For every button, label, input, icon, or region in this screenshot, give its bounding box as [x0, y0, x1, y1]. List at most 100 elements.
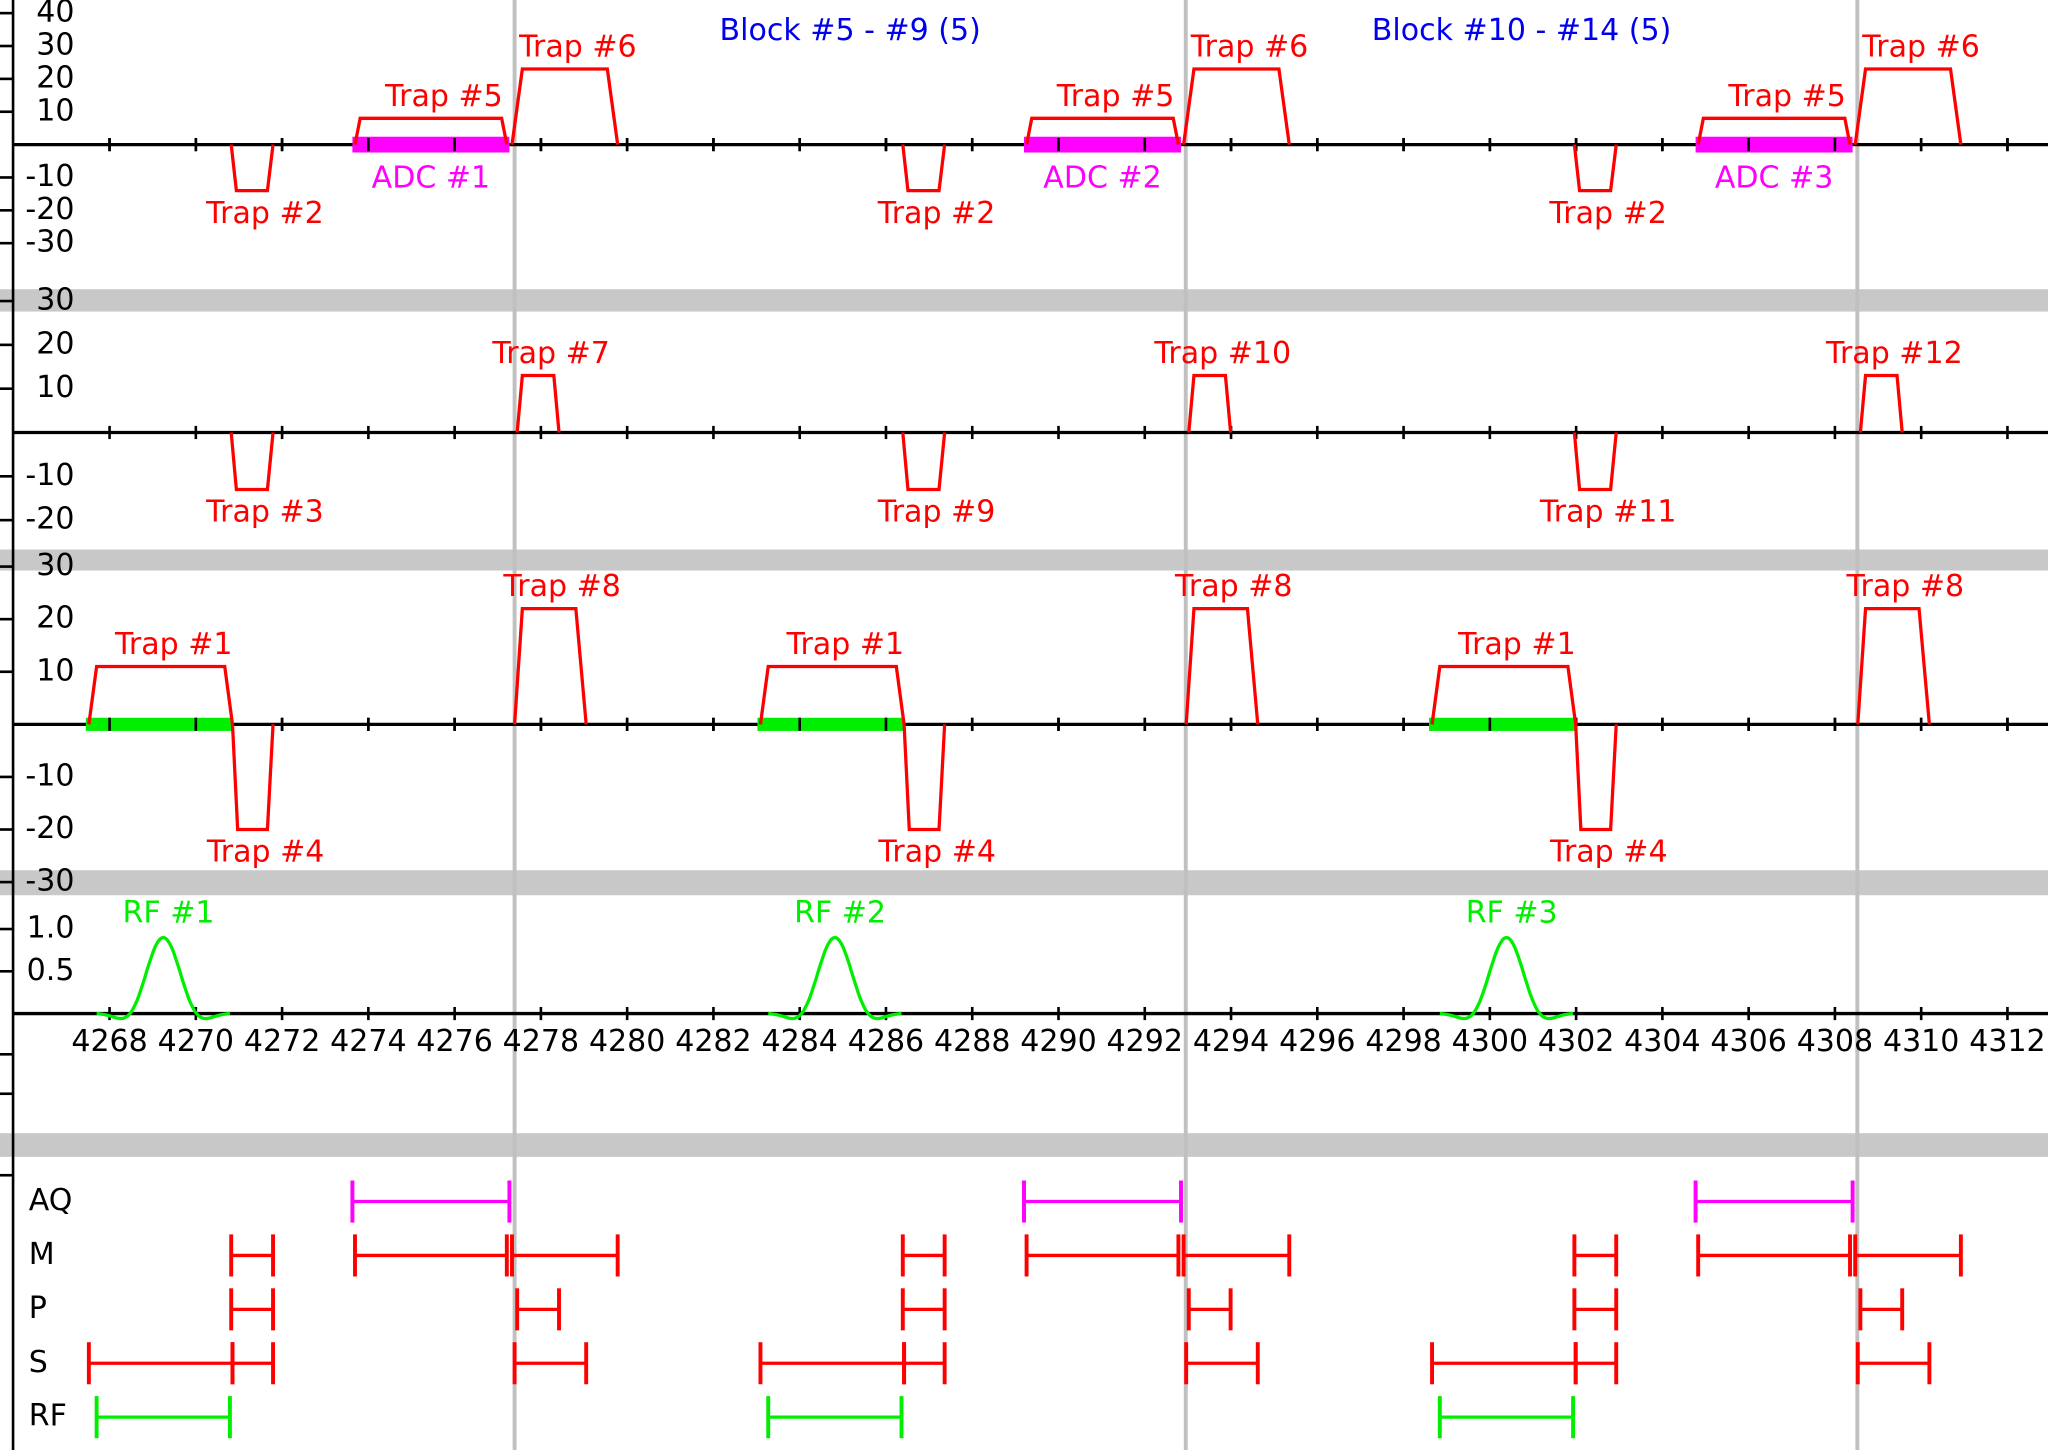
block-label: Block #10 - #14 (5): [1372, 13, 1672, 48]
trapezoid: [353, 116, 509, 145]
y-tick-label: 20: [36, 326, 74, 361]
trapezoid: [1853, 67, 1963, 145]
trapezoid: [1858, 373, 1904, 433]
y-tick-label: -20: [25, 502, 74, 537]
trapezoid: [1430, 664, 1578, 725]
rf-pulse: [768, 935, 902, 1021]
adc-bar: [352, 136, 510, 153]
x-tick-label: 4282: [675, 1024, 751, 1059]
adc-label: ADC #3: [1715, 160, 1833, 195]
block-label: Block #5 - #9 (5): [720, 13, 981, 48]
trapezoid: [1696, 116, 1852, 145]
x-tick-label: 4294: [1193, 1024, 1269, 1059]
trapezoid: [1184, 607, 1260, 725]
y-tick-label: 10: [36, 370, 74, 405]
trapezoid: [1572, 144, 1618, 193]
rf-label: RF #3: [1466, 895, 1558, 930]
trap-label: Trap #3: [205, 495, 324, 530]
trapezoid: [229, 432, 275, 492]
trap-label: Trap #6: [1190, 29, 1309, 64]
rf-pulse: [1439, 935, 1574, 1021]
y-tick-label: 20: [36, 60, 74, 95]
x-tick-label: 4298: [1365, 1024, 1441, 1059]
trapezoid: [229, 144, 275, 193]
trap-label: Trap #9: [877, 495, 996, 530]
trapezoid: [87, 664, 235, 725]
x-tick-label: 4286: [848, 1024, 924, 1059]
y-tick-label: -30: [25, 864, 74, 899]
trap-label: Trap #1: [114, 627, 233, 662]
rf-label: RF #1: [123, 895, 215, 930]
adc-bar: [1695, 136, 1853, 153]
x-tick-label: 4268: [71, 1024, 147, 1059]
timeline-row-label: AQ: [29, 1183, 73, 1218]
trapezoid: [901, 432, 947, 492]
x-tick-label: 4296: [1279, 1024, 1355, 1059]
trapezoid: [1856, 607, 1932, 725]
y-tick-label: -20: [25, 192, 74, 227]
trap-label: Trap #12: [1825, 336, 1963, 371]
rf-label: RF #2: [794, 895, 886, 930]
x-tick-label: 4272: [244, 1024, 320, 1059]
panel-separator: [0, 1133, 2048, 1157]
trapezoid: [1187, 373, 1233, 433]
y-tick-label: 10: [36, 653, 74, 688]
trap-label: Trap #2: [877, 196, 996, 231]
x-tick-label: 4288: [934, 1024, 1010, 1059]
adc-bar: [1024, 136, 1182, 153]
trap-label: Trap #4: [206, 835, 325, 870]
y-tick-label: -30: [25, 225, 74, 260]
trap-label: Trap #2: [205, 196, 324, 231]
trapezoid: [1574, 724, 1618, 832]
panel-separator: [0, 870, 2048, 896]
adc-label: ADC #2: [1043, 160, 1161, 195]
y-tick-label: -10: [25, 758, 74, 793]
rf-window: [85, 717, 233, 731]
trap-label: Trap #5: [1727, 79, 1846, 114]
x-tick-label: 4278: [503, 1024, 579, 1059]
trap-label: Trap #2: [1548, 196, 1667, 231]
trap-label: Trap #8: [1174, 569, 1293, 604]
y-tick-label: 40: [36, 0, 74, 30]
trapezoid: [1181, 67, 1291, 145]
x-tick-label: 4304: [1624, 1024, 1700, 1059]
trapezoid: [510, 67, 620, 145]
y-tick-label: 1.0: [27, 910, 75, 945]
x-tick-label: 4270: [158, 1024, 234, 1059]
trap-label: Trap #11: [1539, 495, 1677, 530]
y-tick-label: -10: [25, 458, 74, 493]
rf-window: [757, 717, 905, 731]
timeline-row-label: M: [29, 1237, 55, 1272]
trap-label: Trap #4: [877, 835, 996, 870]
trap-label: Trap #7: [491, 336, 610, 371]
y-tick-label: -10: [25, 159, 74, 194]
trap-label: Trap #8: [1846, 569, 1965, 604]
panel-separator: [0, 289, 2048, 312]
trap-label: Trap #4: [1549, 835, 1668, 870]
trapezoid: [1572, 432, 1618, 492]
trapezoid: [758, 664, 906, 725]
trap-label: Trap #6: [518, 29, 637, 64]
trapezoid: [230, 724, 275, 832]
panel-separator: [0, 549, 2048, 571]
y-tick-label: 10: [36, 93, 74, 128]
x-tick-label: 4292: [1107, 1024, 1183, 1059]
trapezoid: [902, 724, 947, 832]
trap-label: Trap #1: [1457, 627, 1576, 662]
y-tick-label: 30: [36, 27, 74, 62]
y-tick-label: -20: [25, 811, 74, 846]
x-tick-label: 4308: [1797, 1024, 1873, 1059]
x-tick-label: 4306: [1710, 1024, 1786, 1059]
trapezoid: [901, 144, 947, 193]
trap-label: Trap #5: [384, 79, 503, 114]
x-tick-label: 4274: [330, 1024, 406, 1059]
rf-window: [1429, 717, 1576, 731]
trap-label: Trap #10: [1153, 336, 1291, 371]
trapezoid: [512, 607, 588, 725]
adc-label: ADC #1: [372, 160, 490, 195]
x-tick-label: 4312: [1969, 1024, 2045, 1059]
y-tick-label: 30: [36, 548, 74, 583]
trap-label: Trap #1: [786, 627, 905, 662]
y-tick-label: 20: [36, 601, 74, 636]
